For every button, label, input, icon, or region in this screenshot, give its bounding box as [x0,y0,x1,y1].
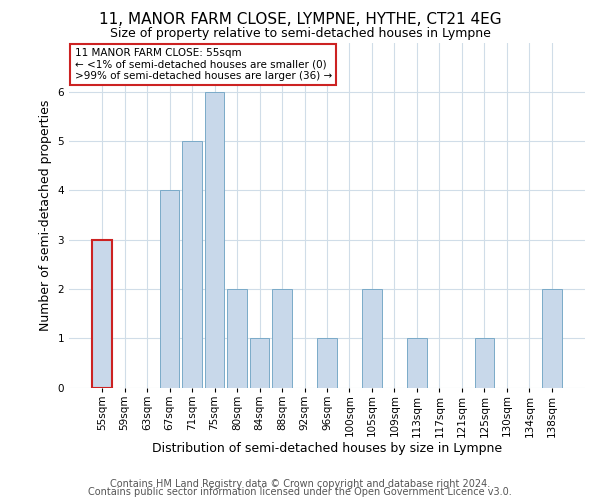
Text: 11 MANOR FARM CLOSE: 55sqm
← <1% of semi-detached houses are smaller (0)
>99% of: 11 MANOR FARM CLOSE: 55sqm ← <1% of semi… [74,48,332,82]
Text: Contains public sector information licensed under the Open Government Licence v3: Contains public sector information licen… [88,487,512,497]
Bar [407,338,427,388]
Text: Size of property relative to semi-detached houses in Lympne: Size of property relative to semi-detach… [110,28,490,40]
Bar [182,141,202,388]
Bar [92,240,112,388]
Bar [160,190,179,388]
Bar [205,92,224,388]
Text: 11, MANOR FARM CLOSE, LYMPNE, HYTHE, CT21 4EG: 11, MANOR FARM CLOSE, LYMPNE, HYTHE, CT2… [98,12,502,28]
Bar [272,289,292,388]
Y-axis label: Number of semi-detached properties: Number of semi-detached properties [39,100,52,330]
X-axis label: Distribution of semi-detached houses by size in Lympne: Distribution of semi-detached houses by … [152,442,502,455]
Bar [250,338,269,388]
Bar [542,289,562,388]
Bar [362,289,382,388]
Bar [317,338,337,388]
Text: Contains HM Land Registry data © Crown copyright and database right 2024.: Contains HM Land Registry data © Crown c… [110,479,490,489]
Bar [227,289,247,388]
Bar [475,338,494,388]
